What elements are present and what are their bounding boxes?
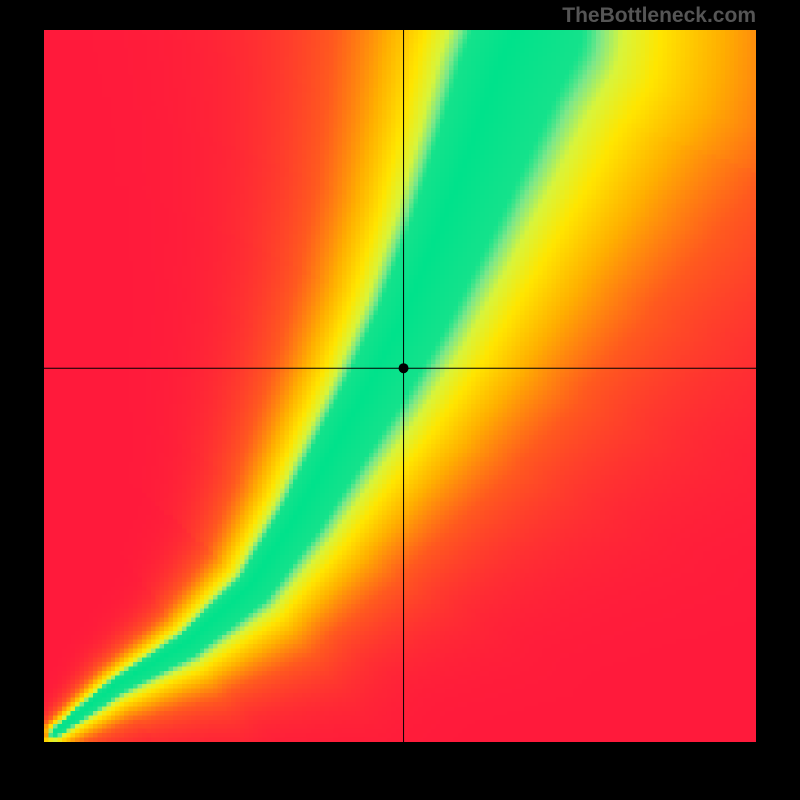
chart-container: TheBottleneck.com [0,0,800,800]
watermark-text: TheBottleneck.com [562,4,756,28]
plot-area [44,30,756,742]
heatmap-canvas [44,30,756,742]
